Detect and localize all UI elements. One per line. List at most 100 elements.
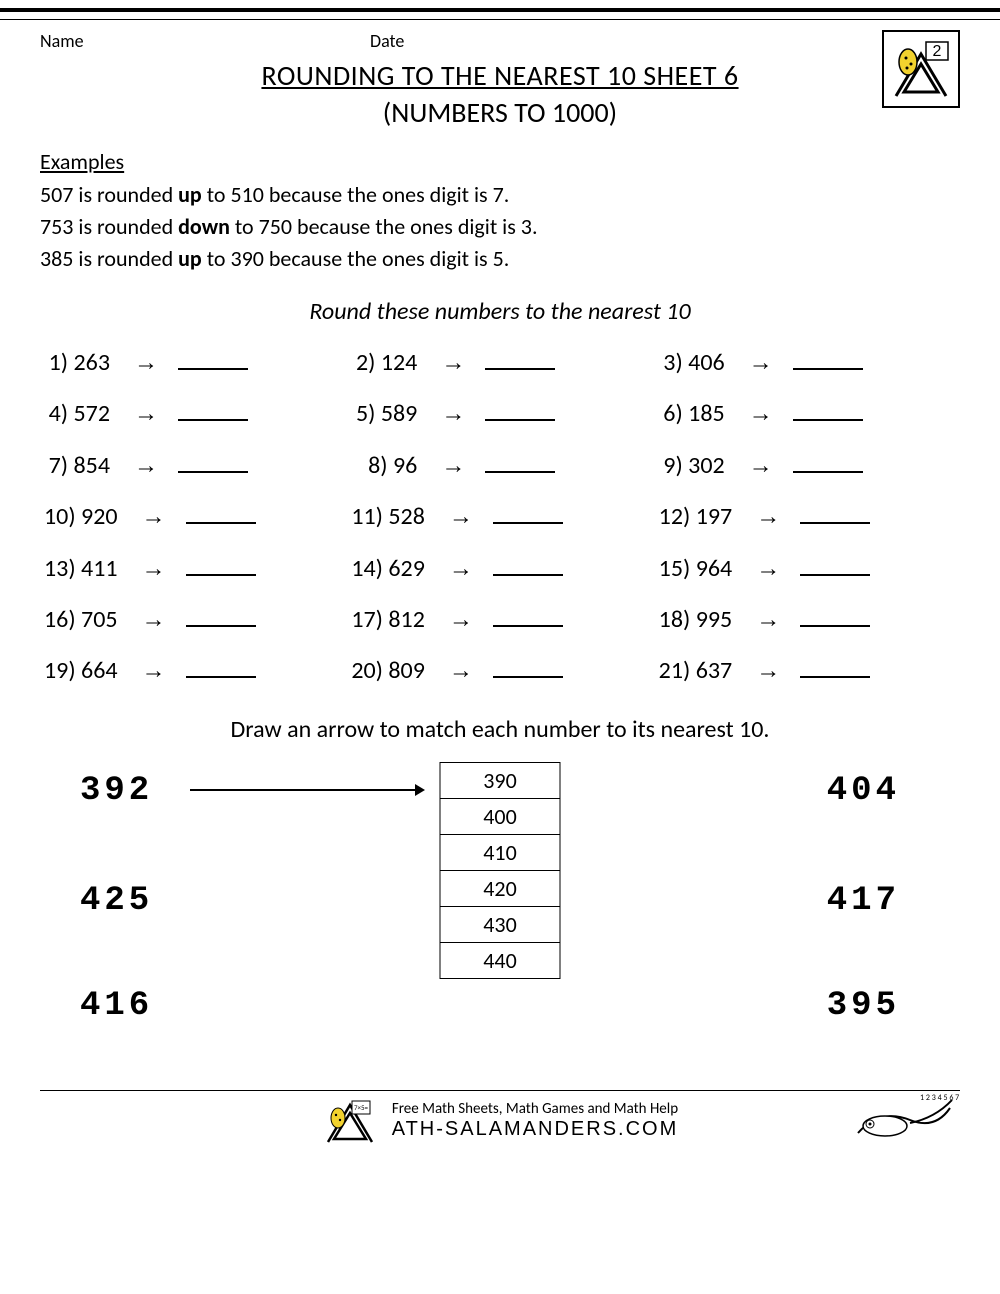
question-number: 20) 809 [351,656,431,685]
question-item: 11) 528→ [351,498,648,531]
question-item: 7) 854→ [44,446,341,479]
salamander-badge-icon: 2 [886,34,956,104]
target-cell: 420 [440,871,560,907]
question-item: 14) 629→ [351,549,648,582]
answer-blank[interactable] [800,549,870,575]
answer-blank[interactable] [800,601,870,627]
example-line: 507 is rounded up to 510 because the one… [40,179,960,211]
match-source-right: 404 [827,772,900,810]
arrow-icon: → [738,606,794,634]
question-number: 18) 995 [659,605,739,634]
question-number: 10) 920 [44,502,124,531]
question-item: 3) 406→ [659,344,956,377]
header-row: Name Date [40,30,960,52]
arrow-icon: → [423,349,479,377]
match-source-left: 425 [80,882,153,920]
question-number: 8) 96 [351,451,423,480]
answer-blank[interactable] [493,549,563,575]
question-number: 21) 637 [659,656,739,685]
question-item: 6) 185→ [659,395,956,428]
name-label: Name [40,30,370,52]
arrow-icon: → [116,349,172,377]
page-subtitle: (NUMBERS TO 1000) [40,95,960,130]
page-title: ROUNDING TO THE NEAREST 10 SHEET 6 [132,58,868,93]
question-number: 3) 406 [659,348,731,377]
arrow-icon: → [731,400,787,428]
question-item: 13) 411→ [44,549,341,582]
question-item: 17) 812→ [351,601,648,634]
question-number: 11) 528 [351,502,431,531]
matching-area: 390400410420430440 392425416 404417395 [60,762,940,1062]
arrow-icon: → [124,606,180,634]
salamander-mascot-icon: 1 2 3 4 5 6 7 [850,1088,960,1143]
answer-blank[interactable] [485,446,555,472]
question-number: 19) 664 [44,656,124,685]
example-line: 753 is rounded down to 750 because the o… [40,211,960,243]
question-item: 16) 705→ [44,601,341,634]
arrow-icon: → [431,503,487,531]
answer-blank[interactable] [186,601,256,627]
target-table: 390400410420430440 [440,762,561,979]
arrow-icon: → [124,555,180,583]
question-item: 15) 964→ [659,549,956,582]
svg-text:1 2 3 4 5 6 7: 1 2 3 4 5 6 7 [920,1093,959,1103]
footer-text-block: Free Math Sheets, Math Games and Math He… [392,1100,679,1141]
question-number: 16) 705 [44,605,124,634]
question-number: 7) 854 [44,451,116,480]
arrow-icon: → [423,400,479,428]
answer-blank[interactable] [493,652,563,678]
match-source-right: 417 [827,882,900,920]
answer-blank[interactable] [485,395,555,421]
arrow-icon: → [431,555,487,583]
arrow-icon: → [124,657,180,685]
question-number: 13) 411 [44,554,124,583]
answer-blank[interactable] [800,652,870,678]
arrow-icon: → [116,452,172,480]
arrow-icon: → [731,452,787,480]
answer-blank[interactable] [493,498,563,524]
answer-blank[interactable] [800,498,870,524]
answer-blank[interactable] [178,446,248,472]
question-item: 18) 995→ [659,601,956,634]
question-item: 21) 637→ [659,652,956,685]
question-item: 19) 664→ [44,652,341,685]
target-cell: 440 [440,943,560,979]
question-item: 1) 263→ [44,344,341,377]
answer-blank[interactable] [186,652,256,678]
arrow-icon: → [431,657,487,685]
question-number: 2) 124 [351,348,423,377]
target-cell: 430 [440,907,560,943]
match-source-left: 392 [80,772,153,810]
question-item: 5) 589→ [351,395,648,428]
question-item: 12) 197→ [659,498,956,531]
answer-blank[interactable] [793,446,863,472]
grade-badge: 2 [882,30,960,108]
answer-blank[interactable] [485,344,555,370]
question-item: 4) 572→ [44,395,341,428]
date-label: Date [370,30,960,52]
question-number: 6) 185 [659,399,731,428]
question-number: 4) 572 [44,399,116,428]
arrow-icon: → [738,555,794,583]
answer-blank[interactable] [186,549,256,575]
footer-tagline: Free Math Sheets, Math Games and Math He… [392,1100,679,1118]
arrow-icon: → [731,349,787,377]
answer-blank[interactable] [793,395,863,421]
answer-blank[interactable] [178,344,248,370]
arrow-icon: → [124,503,180,531]
question-item: 9) 302→ [659,446,956,479]
arrow-icon: → [423,452,479,480]
answer-blank[interactable] [186,498,256,524]
examples-block: 507 is rounded up to 510 because the one… [40,179,960,275]
question-number: 12) 197 [659,502,739,531]
question-item: 8) 96→ [351,446,648,479]
question-number: 14) 629 [351,554,431,583]
example-line: 385 is rounded up to 390 because the one… [40,243,960,275]
answer-blank[interactable] [793,344,863,370]
match-source-right: 395 [827,987,900,1025]
grade-number: 2 [933,43,942,60]
question-item: 2) 124→ [351,344,648,377]
answer-blank[interactable] [493,601,563,627]
examples-heading: Examples [40,148,960,175]
answer-blank[interactable] [178,395,248,421]
